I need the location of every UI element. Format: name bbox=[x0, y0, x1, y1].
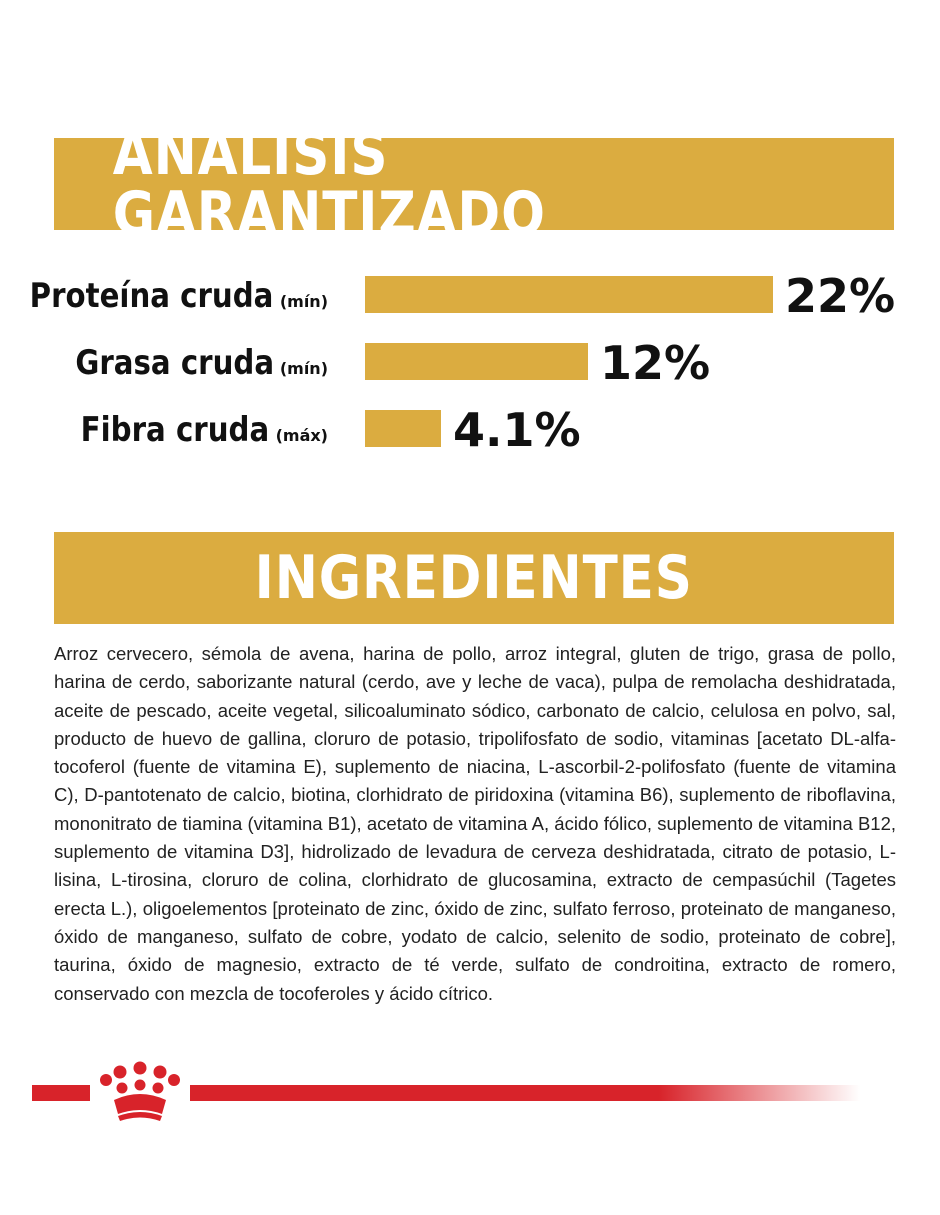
crown-jewel bbox=[113, 1065, 127, 1079]
nutrient-label: Proteína cruda (mín) bbox=[0, 271, 328, 321]
nutrient-value: 22% bbox=[785, 269, 896, 323]
royal-crown-icon bbox=[100, 1061, 180, 1121]
nutrient-row: Proteína cruda (mín) 22% bbox=[0, 269, 940, 323]
footer-line-right bbox=[190, 1085, 860, 1101]
nutrient-bar bbox=[365, 276, 773, 313]
analysis-title: ANÁLISIS GARANTIZADO bbox=[112, 119, 546, 249]
nutrient-name: Fibra cruda bbox=[81, 410, 270, 450]
analysis-banner: ANÁLISIS GARANTIZADO bbox=[54, 124, 894, 244]
nutrient-value: 12% bbox=[600, 336, 711, 390]
crown-jewel bbox=[153, 1065, 167, 1079]
nutrient-qualifier: (mín) bbox=[279, 358, 328, 378]
nutrient-name: Grasa cruda bbox=[75, 343, 274, 383]
nutrient-row: Fibra cruda (máx) 4.1% bbox=[0, 403, 940, 457]
ingredients-title: INGREDIENTES bbox=[254, 543, 694, 613]
crown-jewel bbox=[168, 1074, 180, 1086]
nutrient-value: 4.1% bbox=[453, 403, 581, 457]
crown-jewel bbox=[116, 1082, 128, 1094]
footer-line-left bbox=[32, 1085, 90, 1101]
crown-jewel bbox=[152, 1082, 164, 1094]
nutrient-label: Grasa cruda (mín) bbox=[43, 338, 328, 388]
nutrient-qualifier: (máx) bbox=[275, 425, 328, 445]
nutrient-row: Grasa cruda (mín) 12% bbox=[0, 336, 940, 390]
nutrient-name: Proteína cruda bbox=[30, 276, 274, 316]
nutrient-label: Fibra cruda (máx) bbox=[50, 405, 328, 455]
crown-jewel bbox=[100, 1074, 112, 1086]
ingredients-banner: INGREDIENTES bbox=[54, 532, 894, 624]
nutrient-bar bbox=[365, 343, 588, 380]
ingredients-text: Arroz cervecero, sémola de avena, harina… bbox=[54, 643, 896, 1004]
nutrient-bar bbox=[365, 410, 441, 447]
nutrient-qualifier: (mín) bbox=[279, 291, 328, 311]
crown-jewel bbox=[134, 1079, 146, 1091]
crown-jewel bbox=[133, 1061, 147, 1075]
